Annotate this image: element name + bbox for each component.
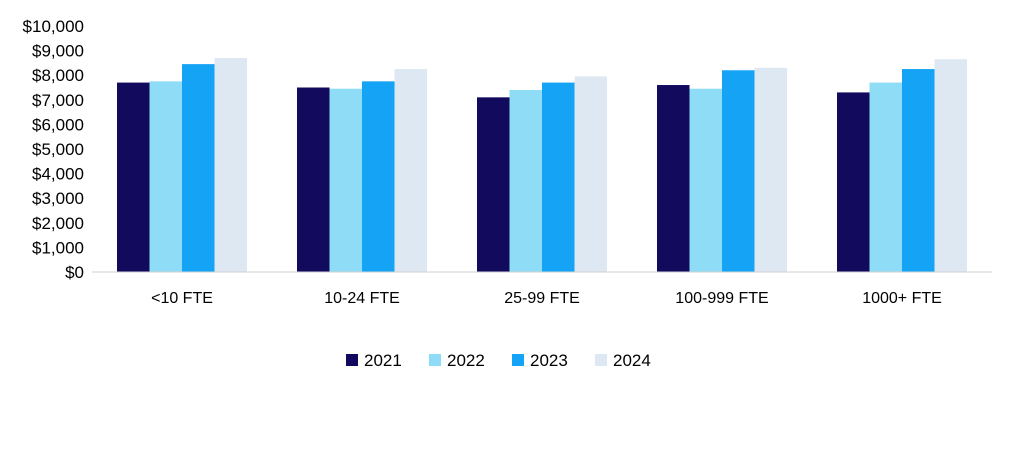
y-tick-label: $10,000 [23,17,84,36]
legend-swatch-2022 [429,354,441,366]
y-tick-label: $9,000 [32,42,84,61]
bar-2021-3 [477,97,510,272]
legend-swatch-2024 [595,354,607,366]
y-tick-label: $6,000 [32,115,84,134]
bar-2024-2 [394,69,427,272]
bar-2023-2 [362,81,395,272]
x-tick-label: 10-24 FTE [324,290,400,307]
bar-2024-4 [754,67,787,272]
bar-2022-1 [149,81,182,272]
bar-2021-5 [837,92,870,272]
y-tick-label: $2,000 [32,214,84,233]
bar-2022-2 [329,88,362,272]
y-tick-label: $3,000 [32,189,84,208]
x-axis: <10 FTE 10-24 FTE 25-99 FTE 100-999 FTE 1000… [151,290,942,307]
legend-swatch-2021 [346,354,358,366]
bar-2022-3 [509,89,542,273]
bar-2021-4 [657,85,690,272]
bar-2023-5 [902,69,935,272]
y-axis: $0 $1,000 $2,000 $3,000 $4,000 $5,000 $6,000 $7… [23,17,84,282]
legend-label: 2023 [530,351,568,370]
bar-2023-4 [722,70,755,272]
legend-swatch-2023 [512,354,524,366]
y-tick-label: $5,000 [32,140,84,159]
y-tick-label: $4,000 [32,165,84,184]
bar-2023-1 [182,64,215,272]
bar-2022-4 [689,88,722,272]
bar-2021-2 [297,87,330,272]
legend-label: 2022 [447,351,485,370]
legend-label: 2024 [613,351,651,370]
x-tick-label: 25-99 FTE [504,290,580,307]
legend: 2021 2022 2023 2024 [346,351,651,370]
bar-2024-1 [214,57,247,273]
y-tick-label: $0 [65,263,84,282]
bar-2024-3 [574,76,607,273]
y-tick-label: $8,000 [32,66,84,85]
y-tick-label: $1,000 [32,238,84,257]
bar-2022-5 [869,82,902,272]
x-tick-label: <10 FTE [151,290,213,307]
x-tick-label: 1000+ FTE [862,290,942,307]
y-tick-label: $7,000 [32,91,84,110]
bar-2023-3 [542,82,575,272]
legend-label: 2021 [364,351,402,370]
bar-2024-5 [934,59,967,273]
bars [117,57,967,273]
bar-2021-1 [117,82,150,272]
x-tick-label: 100-999 FTE [675,290,768,307]
